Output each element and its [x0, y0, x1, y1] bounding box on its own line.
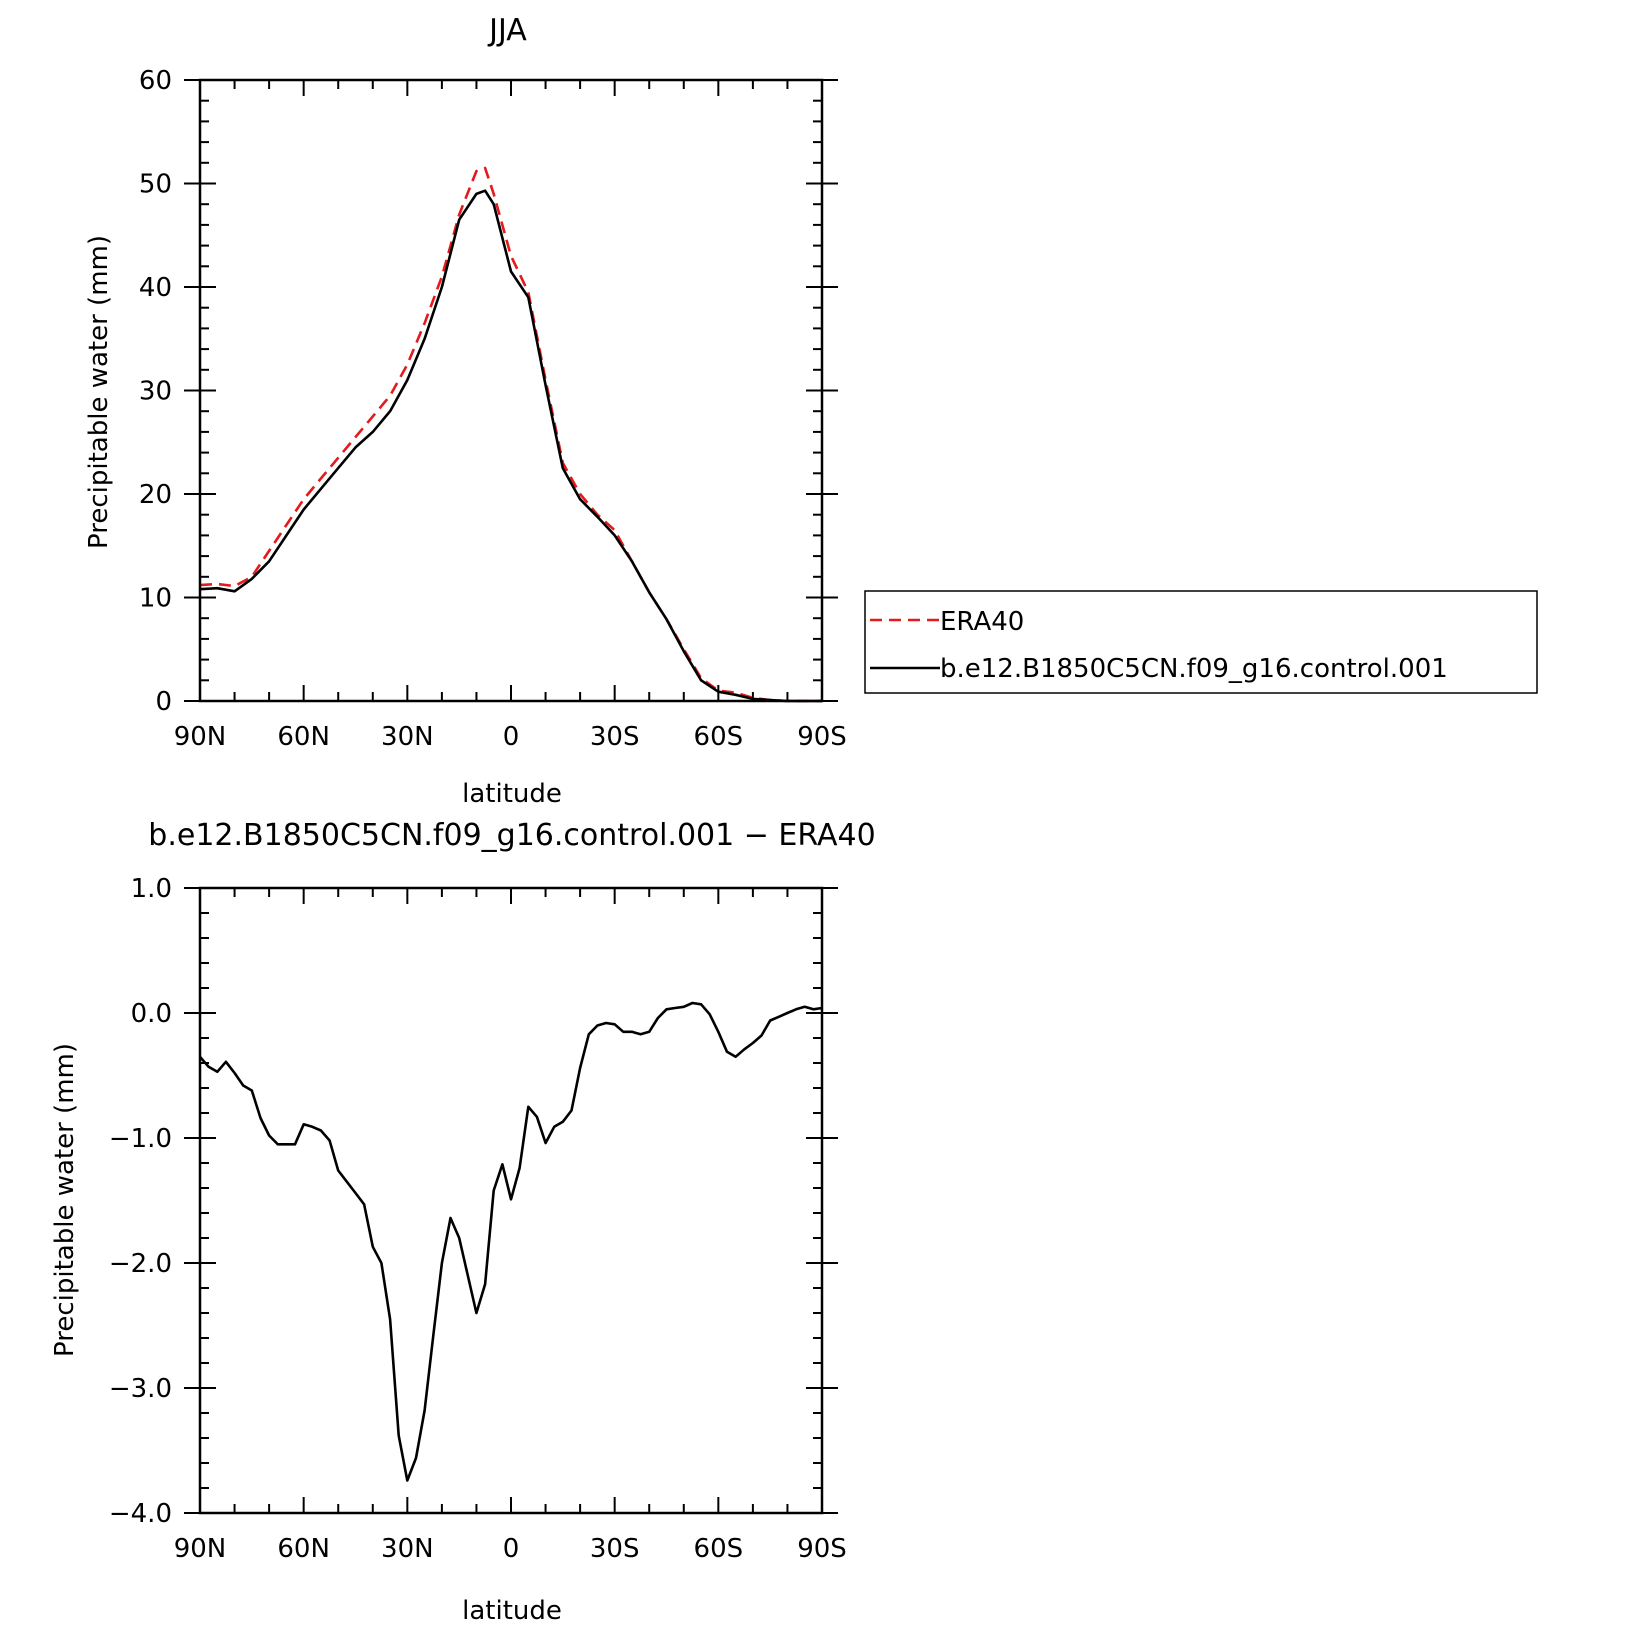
top-panel-title: JJA	[487, 13, 527, 48]
top-series-line-0	[199, 166, 822, 703]
bottom-series-group	[199, 1001, 823, 1482]
bottom-x-tick-label: 0	[503, 1534, 520, 1564]
bottom-y-tick-label: −1.0	[109, 1124, 172, 1154]
bottom-x-tick-label: 60N	[277, 1534, 330, 1564]
top-panel: JJA 90N 60N 30N 0 30S 60S 90S 0 10 20 30 40 50 60 lat…	[84, 13, 1538, 809]
bottom-series-line-0	[199, 1001, 823, 1482]
bottom-y-tick-label: −2.0	[109, 1249, 172, 1279]
legend-label-model: b.e12.B1850C5CN.f09_g16.control.001	[940, 654, 1448, 684]
top-y-tick-label: 30	[139, 377, 172, 407]
top-y-tick-label: 50	[139, 170, 172, 200]
legend-box	[864, 590, 1538, 694]
bottom-y-axis-label: Precipitable water (mm)	[50, 1043, 80, 1357]
top-x-axis-label: latitude	[462, 779, 562, 809]
top-x-tick-label: 0	[503, 722, 520, 752]
top-y-tick-label: 20	[139, 480, 172, 510]
legend-label-era40: ERA40	[940, 607, 1024, 637]
top-axis-ticks	[184, 79, 838, 702]
top-x-tick-label: 90S	[797, 722, 847, 752]
bottom-x-tick-label: 30S	[590, 1534, 640, 1564]
bottom-y-tick-label: 1.0	[131, 874, 172, 904]
top-series-line-1	[199, 189, 822, 703]
bottom-x-tick-label: 30N	[381, 1534, 434, 1564]
top-x-tick-label: 60S	[694, 722, 744, 752]
bottom-x-tick-label: 90N	[174, 1534, 227, 1564]
top-y-axis-label: Precipitable water (mm)	[84, 235, 114, 549]
legend: ERA40 b.e12.B1850C5CN.f09_g16.control.00…	[864, 590, 1538, 694]
bottom-tick-labels: 90N 60N 30N 0 30S 60S 90S −4.0 −3.0 −2.0 −1.0 0.0 1.…	[109, 874, 847, 1564]
bottom-x-tick-label: 90S	[797, 1534, 847, 1564]
top-x-tick-label: 60N	[277, 722, 330, 752]
top-x-tick-label: 30N	[381, 722, 434, 752]
bottom-y-tick-label: −3.0	[109, 1374, 172, 1404]
bottom-x-axis-label: latitude	[462, 1596, 562, 1626]
top-y-tick-label: 0	[155, 687, 172, 717]
top-y-tick-label: 40	[139, 273, 172, 303]
top-plot-frame	[198, 78, 824, 703]
bottom-plot-frame	[198, 886, 824, 1515]
bottom-x-tick-label: 60S	[694, 1534, 744, 1564]
top-y-tick-label: 10	[139, 584, 172, 614]
top-tick-labels: 90N 60N 30N 0 30S 60S 90S 0 10 20 30 40 50 60	[139, 66, 847, 752]
top-y-tick-label: 60	[139, 66, 172, 96]
bottom-panel-title: b.e12.B1850C5CN.f09_g16.control.001 − ER…	[148, 818, 875, 853]
top-x-tick-label: 30S	[590, 722, 640, 752]
bottom-y-tick-label: 0.0	[131, 999, 172, 1029]
top-series-group	[199, 166, 822, 703]
bottom-panel: b.e12.B1850C5CN.f09_g16.control.001 − ER…	[50, 818, 876, 1626]
top-x-tick-label: 90N	[174, 722, 227, 752]
bottom-y-tick-label: −4.0	[109, 1499, 172, 1529]
